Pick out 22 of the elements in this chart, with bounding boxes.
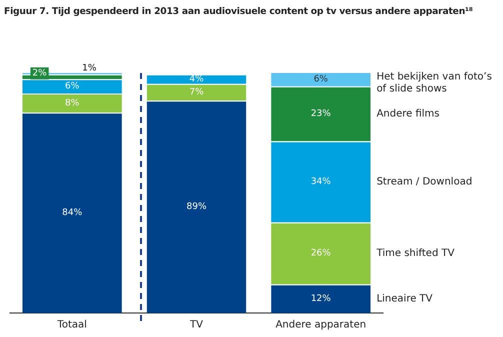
data-label: 6% [65,82,80,92]
data-label: 6% [314,74,328,84]
data-label: 84% [62,208,83,218]
data-label: 4% [189,74,204,84]
series-label: Time shifted TV [376,248,455,259]
series-label: Andere films [376,108,440,120]
data-label: 23% [310,109,332,120]
chart-title: Figuur 7. Tijd gespendeerd in 2013 aan audiovisuele content op tv versus andere apparaten¹⁸ [4,6,473,17]
x-tick-label: Andere apparaten [276,320,366,331]
series-label: Het bekijken van foto’s of slide shows [376,72,492,95]
x-tick-label: Totaal [56,320,87,331]
data-label: 2% [32,68,48,79]
data-label: 89% [186,202,207,212]
data-label: 34% [310,177,332,188]
x-tick-label: TV [189,320,204,331]
data-label: 1% [82,63,97,74]
data-label: 12% [310,294,332,304]
data-label: 7% [189,88,204,98]
series-label: Lineaire TV [376,293,433,304]
series-label: Stream / Download [376,176,472,188]
data-label: 8% [65,98,80,108]
data-label: 26% [310,248,332,259]
